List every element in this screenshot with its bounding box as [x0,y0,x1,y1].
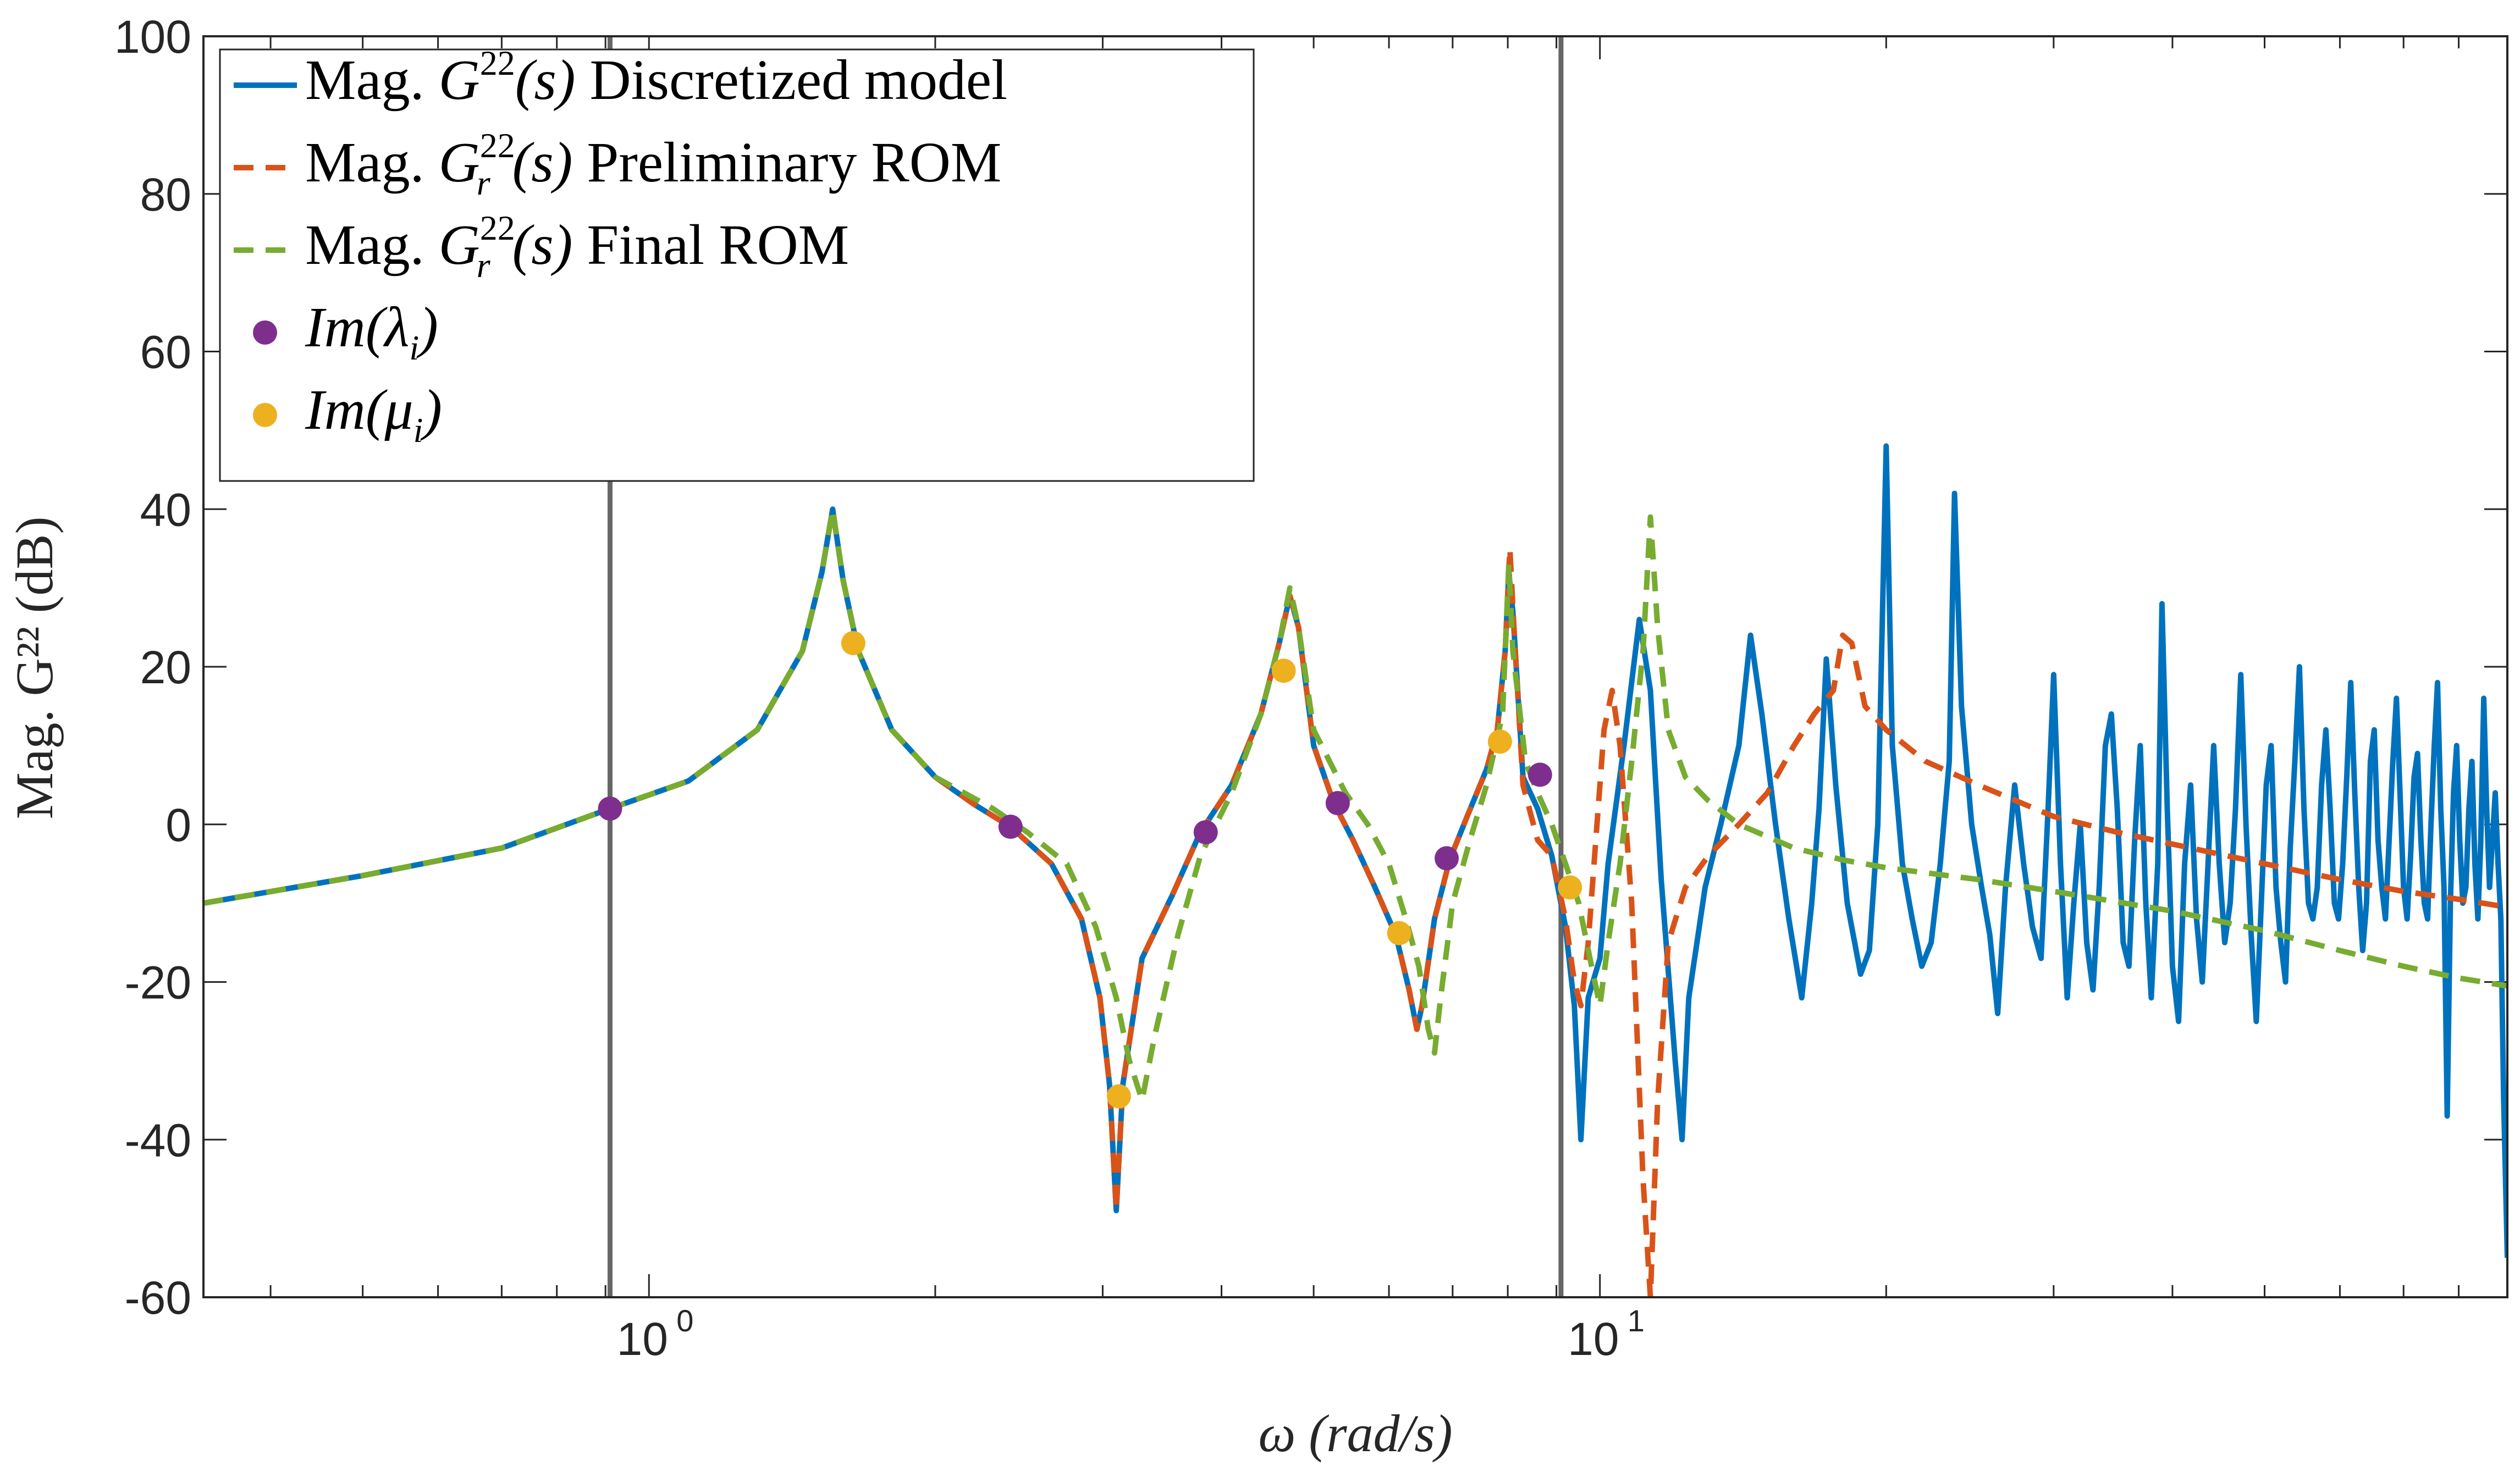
legend-box [219,48,1255,482]
x-tick-label-exponent: 1 [1628,1303,1645,1338]
marker-mu-3 [1387,921,1411,945]
legend-entry-2: Mag. G22 r (s) Final ROM [234,208,849,285]
x-tick-label: 10 [1568,1313,1619,1365]
marker-lambda-2 [1193,820,1218,845]
x-axis-label: ω (rad/s) [1258,1404,1452,1463]
y-tick-label: 20 [140,641,191,693]
y-tick-label: -20 [125,957,191,1009]
marker-mu-0 [841,630,865,655]
series-line-2 [203,506,2507,1103]
legend: Mag. G22(s) Discretized model Mag. G22 r (s… [219,43,1255,482]
axis-ticks [203,35,2508,1298]
marker-mu-5 [1558,875,1582,900]
marker-lambda-1 [998,815,1023,839]
legend-entry-3: Im(λi) [253,296,438,367]
y-tick-label: 100 [114,11,191,63]
legend-label: Im(λi) [305,296,438,367]
marker-mu-4 [1487,729,1512,754]
legend-entry-4: Im(μi) [253,378,442,450]
x-tick-labels: 10 0 10 1 [617,1303,1645,1365]
legend-label: Im(μi) [305,378,442,450]
y-axis-label: Mag. G²² (dB) [5,517,64,820]
y-tick-label: 0 [166,799,191,851]
marker-mu-1 [1106,1084,1131,1109]
y-tick-label: 40 [140,484,191,535]
markers-group [598,630,1582,1109]
legend-label: Mag. G22 r (s) Final ROM [305,208,849,285]
legend-entry-1: Mag. G22 r (s) Preliminary ROM [234,126,1001,202]
y-tick-label: -60 [125,1272,191,1324]
series-line-0 [203,443,2507,1258]
plot-frame [202,35,2508,1298]
x-tick-label-exponent: 0 [676,1303,693,1338]
y-tick-label: 80 [140,169,191,220]
marker-lambda-5 [1528,762,1552,787]
legend-swatch-marker [253,403,277,427]
marker-lambda-3 [1325,791,1350,816]
y-tick-labels: -60 -40 -20 0 20 40 60 80 100 [114,11,191,1324]
marker-lambda-0 [598,796,622,821]
legend-label: Mag. G22(s) Discretized model [305,43,1007,112]
y-tick-label: -40 [125,1114,191,1166]
marker-mu-2 [1271,659,1296,683]
marker-lambda-4 [1435,846,1459,871]
legend-swatch-marker [253,320,277,345]
y-tick-label: 60 [140,327,191,378]
x-tick-label: 10 [617,1313,668,1365]
legend-entry-0: Mag. G22(s) Discretized model [234,43,1007,112]
legend-label: Mag. G22 r (s) Preliminary ROM [305,126,1001,202]
